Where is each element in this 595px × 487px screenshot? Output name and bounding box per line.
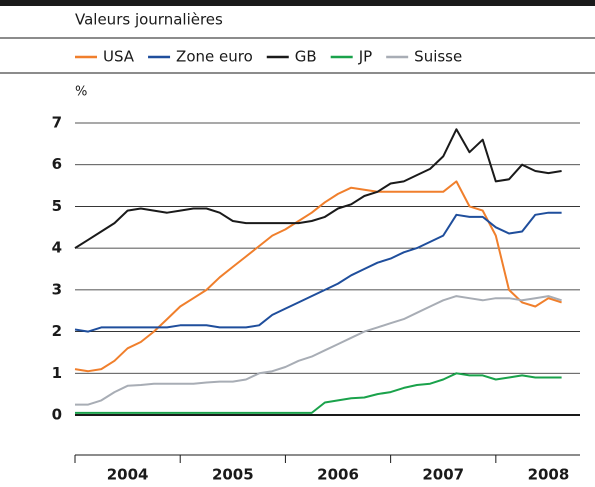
x-tick-label: 2006: [317, 466, 359, 484]
y-tick-label: 0: [52, 406, 62, 424]
y-axis-label: %: [75, 85, 87, 100]
y-tick-label: 7: [52, 114, 62, 132]
chart-subtitle: Valeurs journalières: [75, 11, 223, 29]
x-tick-label: 2007: [422, 466, 464, 484]
y-tick-label: 5: [52, 197, 62, 215]
legend-label: JP: [358, 48, 372, 66]
series-line: [74, 128, 562, 249]
legend-label: USA: [103, 48, 135, 66]
y-tick-label: 1: [52, 364, 62, 382]
x-tick-label: 2005: [212, 466, 254, 484]
top-rule: [0, 0, 595, 6]
legend-label: GB: [295, 48, 317, 66]
x-tick-label: 2004: [107, 466, 149, 484]
series-line: [75, 295, 562, 406]
x-tick-label: 2008: [528, 466, 570, 484]
series-line: [74, 211, 562, 333]
legend-label: Suisse: [414, 48, 462, 66]
y-tick-label: 6: [52, 155, 62, 173]
y-tick-label: 4: [52, 239, 62, 257]
legend-label: Zone euro: [176, 48, 253, 66]
y-tick-label: 2: [52, 322, 62, 340]
series-line: [75, 372, 562, 414]
series-line: [74, 180, 562, 373]
y-tick-label: 3: [52, 280, 62, 298]
